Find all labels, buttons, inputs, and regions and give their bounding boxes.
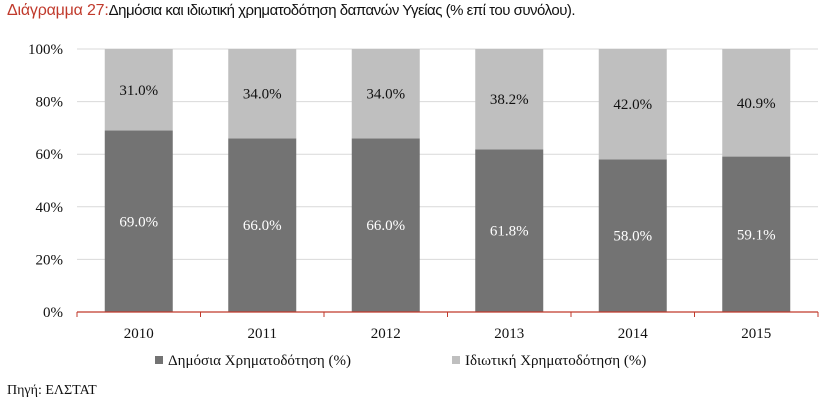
y-tick-label: 40% <box>36 200 64 216</box>
data-label: 58.0% <box>613 229 652 245</box>
legend-label: Δημόσια Χρηματοδότηση (%) <box>168 353 351 369</box>
x-tick-label: 2010 <box>124 326 154 342</box>
bar-segment-private <box>475 49 544 150</box>
legend-swatch <box>155 356 163 364</box>
data-label: 42.0% <box>613 97 652 113</box>
data-label: 66.0% <box>243 218 282 234</box>
data-label: 38.2% <box>490 92 529 108</box>
data-label: 69.0% <box>119 214 158 230</box>
bar-segment-private <box>351 49 420 139</box>
data-label: 61.8% <box>490 224 529 240</box>
y-tick-label: 0% <box>43 305 63 321</box>
y-tick-label: 60% <box>36 147 64 163</box>
bar-segment-private <box>228 49 297 139</box>
bar-segment-private <box>722 49 791 157</box>
bar-segment-private <box>104 49 173 131</box>
stacked-bar-chart: 0% 20% 40% 60% 80% 100% 69.0% 31.0% 2010 66.0% 34.… <box>28 42 819 369</box>
title-text: Δημόσια και ιδιωτική χρηματοδότηση δαπαν… <box>108 2 576 19</box>
bar-segment-public <box>104 130 173 312</box>
x-tick-label: 2013 <box>494 326 524 342</box>
legend-label: Ιδιωτική Χρηματοδότηση (%) <box>465 353 646 369</box>
bar-segment-public <box>475 149 544 312</box>
data-label: 31.0% <box>119 83 158 99</box>
x-tick-label: 2014 <box>618 326 649 342</box>
source-note: Πηγή: ΕΛΣΤΑΤ <box>7 383 97 398</box>
data-label: 34.0% <box>366 87 405 103</box>
bar-segment-public <box>351 138 420 312</box>
bar-segment-public <box>598 159 667 312</box>
data-label: 66.0% <box>366 218 405 234</box>
bar-segment-private <box>598 49 667 160</box>
bar-segment-public <box>722 156 791 312</box>
y-tick-label: 20% <box>36 252 64 268</box>
data-label: 40.9% <box>737 96 776 112</box>
bar-segment-public <box>228 138 297 312</box>
legend-swatch <box>452 356 460 364</box>
data-label: 59.1% <box>737 227 776 243</box>
y-tick-label: 100% <box>28 42 63 58</box>
x-tick-label: 2012 <box>371 326 401 342</box>
chart-title: Διάγραμμα 27:Δημόσια και ιδιωτική χρηματ… <box>7 2 576 20</box>
x-tick-label: 2015 <box>741 326 771 342</box>
data-label: 34.0% <box>243 87 282 103</box>
figure-label: Διάγραμμα 27: <box>7 2 109 19</box>
x-tick-label: 2011 <box>248 326 277 342</box>
y-tick-label: 80% <box>36 95 64 111</box>
